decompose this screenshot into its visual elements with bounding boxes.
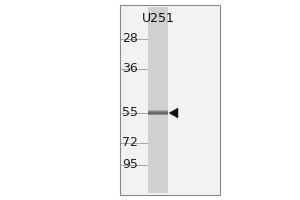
Bar: [120, 5, 220, 195]
Text: 95: 95: [122, 158, 138, 171]
Bar: [148, 110, 168, 111]
Polygon shape: [169, 108, 178, 118]
Text: 36: 36: [122, 62, 138, 75]
Text: 55: 55: [122, 106, 138, 119]
Bar: [148, 114, 168, 115]
Bar: [148, 113, 168, 114]
Text: 28: 28: [122, 32, 138, 46]
Bar: [148, 111, 168, 112]
Text: 72: 72: [122, 136, 138, 150]
Bar: [148, 7, 168, 193]
Text: U251: U251: [142, 12, 174, 25]
Bar: [148, 112, 168, 113]
